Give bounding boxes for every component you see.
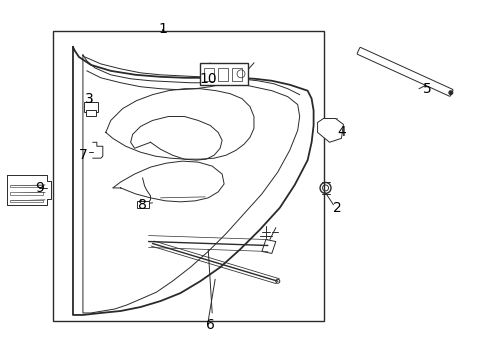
- Bar: [204, 68, 214, 81]
- Bar: [53, 31, 323, 321]
- Text: 7: 7: [79, 148, 87, 162]
- Bar: [84, 102, 98, 112]
- Text: 2: 2: [332, 201, 341, 215]
- Text: 8: 8: [138, 198, 147, 212]
- Bar: [218, 68, 227, 81]
- Text: 5: 5: [422, 82, 430, 96]
- Bar: [232, 68, 242, 81]
- Text: 3: 3: [84, 92, 93, 105]
- Circle shape: [448, 91, 452, 94]
- Text: 4: 4: [336, 125, 345, 139]
- Text: 6: 6: [205, 318, 214, 332]
- Bar: [10, 200, 43, 202]
- Bar: [86, 109, 96, 116]
- FancyBboxPatch shape: [356, 48, 452, 96]
- Text: 1: 1: [158, 22, 166, 36]
- Text: 9: 9: [35, 181, 43, 195]
- Bar: [10, 192, 43, 195]
- Bar: [200, 63, 247, 85]
- Polygon shape: [317, 118, 343, 142]
- Text: 10: 10: [199, 72, 217, 86]
- Bar: [10, 185, 43, 187]
- Bar: [136, 201, 148, 208]
